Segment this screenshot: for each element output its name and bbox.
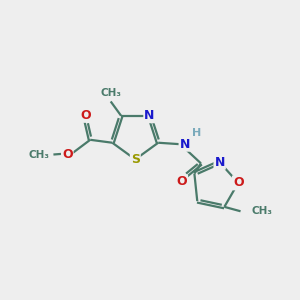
Text: CH₃: CH₃ [29,149,50,160]
Text: N: N [180,138,190,151]
Text: H: H [192,128,201,138]
Text: O: O [80,109,91,122]
Text: O: O [62,148,73,161]
Text: S: S [131,153,140,166]
Text: N: N [214,156,225,169]
Text: CH₃: CH₃ [252,206,273,216]
Text: O: O [176,176,187,188]
Text: O: O [233,176,244,189]
Text: N: N [144,109,155,122]
Text: CH₃: CH₃ [100,88,121,98]
